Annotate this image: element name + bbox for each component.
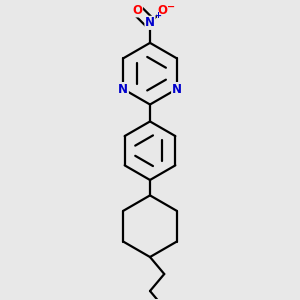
Text: N: N <box>118 82 128 96</box>
Text: O: O <box>132 4 142 17</box>
Text: O: O <box>158 4 168 17</box>
Text: −: − <box>167 2 175 11</box>
Text: N: N <box>145 16 155 29</box>
Text: N: N <box>172 82 182 96</box>
Text: +: + <box>154 11 161 20</box>
